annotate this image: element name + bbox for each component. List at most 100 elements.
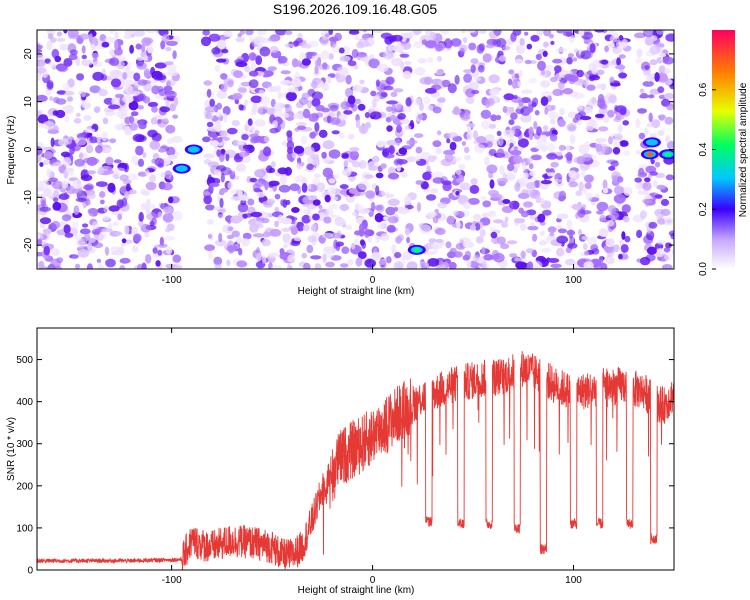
spectrogram-speckle (483, 254, 493, 261)
spectrogram-speckle (666, 174, 674, 180)
spectrogram-speckle (49, 178, 58, 182)
spectrogram-speckle (603, 115, 609, 123)
spectrogram-speckle (518, 70, 523, 77)
spectrogram-speckle (264, 181, 268, 191)
spectrogram-speckle (52, 162, 62, 167)
spectrogram-speckle (104, 206, 109, 214)
spectrogram-speckle (486, 44, 495, 48)
spectrogram-speckle (84, 234, 91, 241)
spectrogram-speckle (572, 204, 582, 211)
spectrogram-speckle (489, 149, 497, 156)
spectrogram-speckle (435, 228, 446, 235)
spectrogram-speckle (361, 241, 366, 249)
spectrogram-speckle (209, 183, 219, 187)
spectrogram-speckle (124, 85, 133, 94)
spectrogram-speckle (647, 123, 652, 128)
spectrogram-speckle (664, 252, 672, 261)
spectrogram-speckle (657, 218, 666, 224)
spectrogram-speckle (239, 104, 244, 110)
spectrogram-speckle (61, 152, 70, 158)
spectrogram-speckle (262, 255, 266, 264)
spectrogram-speckle (400, 62, 404, 71)
spectrogram-speckle (157, 163, 163, 168)
spectrogram-speckle (67, 96, 73, 102)
spectrogram-speckle (87, 157, 98, 166)
colorbar-tick-label: 0.0 (698, 262, 709, 276)
spectrogram-speckle (325, 262, 335, 268)
snr-ytick-label: 100 (16, 523, 33, 534)
spectrogram-speckle (603, 188, 608, 194)
spectrogram-speckle (530, 35, 539, 42)
spectrogram-speckle (306, 164, 313, 171)
spectrogram-speckle (532, 102, 537, 107)
spectrogram-speckle (583, 243, 588, 250)
spectrogram-speckle (523, 172, 529, 178)
spectrogram-speckle (486, 141, 493, 148)
spectrogram-xtick-label: 0 (370, 275, 376, 286)
spectrogram-speckle (137, 264, 143, 273)
spectrogram-panel: -100 0 100-20-1001020 Height of straight l… (6, 26, 679, 298)
spectrogram-speckle (486, 164, 497, 173)
spectrogram-speckle (430, 188, 438, 193)
spectrogram-speckle (323, 168, 334, 178)
spectrogram-speckle (566, 57, 573, 65)
spectrogram-speckle (72, 221, 79, 229)
spectrogram-speckle (130, 123, 138, 131)
spectrogram-speckle (384, 36, 393, 45)
spectrogram-speckle (64, 115, 69, 123)
spectrogram-speckle (580, 116, 592, 120)
spectrogram-speckle (285, 104, 292, 112)
spectrogram-speckle (346, 260, 353, 266)
spectrogram-speckle (375, 213, 384, 222)
spectrogram-speckle (285, 200, 290, 205)
spectrogram-speckle (376, 79, 380, 86)
spectrogram-speckle (442, 180, 452, 185)
spectrogram-speckle (622, 120, 629, 125)
spectrogram-speckle (293, 113, 302, 119)
spectrogram-speckle (456, 169, 462, 175)
spectrogram-speckle (439, 261, 444, 267)
spectrogram-speckle (167, 155, 177, 160)
spectrogram-speckle (456, 221, 460, 229)
spectrogram-speckle (379, 259, 386, 265)
spectrogram-speckle (347, 167, 352, 173)
spectrogram-speckle (529, 171, 535, 176)
snr-panel: -100 0 1000100200300400500 Height of strai… (6, 328, 674, 596)
spectrogram-speckle (519, 38, 524, 46)
spectrogram-speckle (221, 173, 225, 183)
spectrogram-speckle (513, 28, 522, 36)
spectrogram-speckle (83, 115, 91, 121)
spectrogram-speckle (249, 71, 258, 77)
spectrogram-speckle (503, 130, 515, 137)
spectrogram-speckle (423, 96, 431, 104)
spectrogram-speckle (352, 85, 362, 93)
figure-title: S196.2026.109.16.48.G05 (273, 1, 437, 17)
spectrogram-speckle (261, 239, 270, 246)
spectrogram-speckle (547, 143, 555, 152)
spectrogram-speckle (478, 65, 485, 73)
spectrogram-speckle (88, 208, 98, 217)
spectrogram-speckle (209, 99, 215, 107)
spectrogram-speckle (425, 88, 437, 94)
spectrogram-speckle (646, 254, 656, 261)
spectrogram-speckle (603, 180, 608, 190)
spectrogram-speckle (656, 185, 665, 190)
spectrogram-speckle (269, 229, 281, 237)
spectrogram-speckle (207, 89, 212, 98)
spectrogram-speckle (634, 177, 642, 182)
spectrogram-xtick-label: -100 (162, 275, 182, 286)
spectrogram-speckle (269, 184, 274, 188)
spectrogram-speckle (400, 54, 410, 58)
spectrogram-speckle (214, 169, 221, 176)
spectrogram-speckle (447, 251, 456, 258)
spectrogram-speckle (297, 186, 301, 194)
spectrogram-speckle (103, 170, 114, 174)
spectrogram-speckle (513, 95, 517, 99)
spectrogram-speckle (539, 240, 548, 245)
spectrogram-speckle (665, 216, 674, 226)
spectrogram-speckle (550, 134, 558, 142)
colorbar-label: Normalized spectral amplitude (738, 82, 749, 217)
spectrogram-speckle (554, 65, 562, 72)
spectrogram-speckle (151, 85, 159, 94)
spectrogram-speckle (160, 172, 164, 177)
